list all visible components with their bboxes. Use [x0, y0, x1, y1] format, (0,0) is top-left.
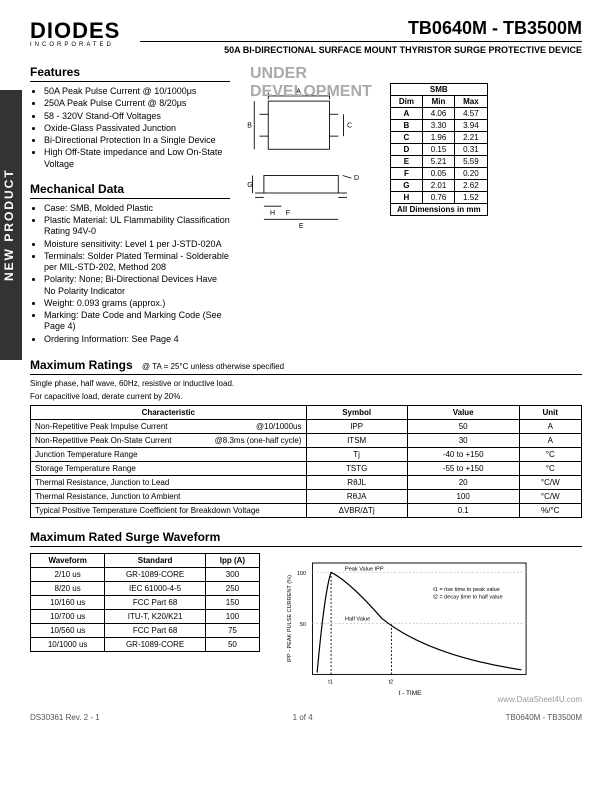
table-row: Junction Temperature RangeTj-40 to +150°…: [31, 447, 582, 461]
table-row: F0.050.20: [391, 168, 488, 180]
svg-text:t2 = decay time to half value: t2 = decay time to half value: [433, 594, 502, 600]
header: DIODES INCORPORATED TB0640M - TB3500M 50…: [30, 18, 582, 55]
svg-text:G: G: [247, 182, 252, 189]
logo-block: DIODES INCORPORATED: [30, 18, 120, 48]
logo-text: DIODES: [30, 18, 120, 44]
ratings-note-1: Single phase, half wave, 60Hz, resistive…: [30, 379, 582, 388]
svg-text:C: C: [347, 122, 352, 129]
table-row: 10/1000 usGR-1089-CORE50: [31, 637, 260, 651]
svg-text:B: B: [247, 122, 252, 129]
list-item: Oxide-Glass Passivated Junction: [44, 123, 230, 134]
dim-table-title: SMB: [391, 84, 488, 96]
under-development-label: UNDER DEVELOPMENT: [250, 65, 372, 101]
dimension-table: SMB DimMinMax A4.064.57B3.303.94C1.962.2…: [390, 83, 488, 216]
mech-list: Case: SMB, Molded PlasticPlastic Materia…: [30, 203, 230, 345]
table-row: E5.215.59: [391, 156, 488, 168]
list-item: 58 - 320V Stand-Off Voltages: [44, 111, 230, 122]
max-ratings-heading: Maximum Ratings @ TA = 25°C unless other…: [30, 358, 582, 375]
table-row: 10/700 usITU-T, K20/K21100: [31, 609, 260, 623]
list-item: Marking: Date Code and Marking Code (See…: [44, 310, 230, 333]
ratings-note-2: For capacitive load, derate current by 2…: [30, 392, 582, 401]
table-row: 10/560 usFCC Part 6875: [31, 623, 260, 637]
table-row: D0.150.31: [391, 144, 488, 156]
list-item: Plastic Material: UL Flammability Classi…: [44, 215, 230, 238]
svg-text:50: 50: [300, 622, 306, 628]
dim-table-footer: All Dimensions in mm: [391, 204, 488, 216]
svg-text:H: H: [270, 210, 275, 217]
svg-text:t - TIME: t - TIME: [399, 690, 423, 697]
footer-center: 1 of 4: [293, 713, 313, 722]
table-row: Typical Positive Temperature Coefficient…: [31, 503, 582, 517]
table-row: Thermal Resistance, Junction to LeadRθJL…: [31, 475, 582, 489]
svg-text:IPP - PEAK PULSE CURRENT (%): IPP - PEAK PULSE CURRENT (%): [287, 575, 293, 662]
table-row: 10/160 usFCC Part 68150: [31, 595, 260, 609]
table-row: Storage Temperature RangeTSTG-55 to +150…: [31, 461, 582, 475]
list-item: Polarity: None; Bi-Directional Devices H…: [44, 274, 230, 297]
surge-heading: Maximum Rated Surge Waveform: [30, 530, 582, 547]
svg-text:t2: t2: [389, 679, 394, 685]
surge-waveform-chart: 100 50 Peak Value IPP Half Value t1 = ri…: [280, 553, 540, 703]
package-outline-diagram: A B C G D H E F: [242, 83, 382, 233]
max-ratings-table: CharacteristicSymbolValueUnit Non-Repeti…: [30, 405, 582, 518]
list-item: Bi-Directional Protection In a Single De…: [44, 135, 230, 146]
page-footer: DS30361 Rev. 2 - 1 1 of 4 TB0640M - TB35…: [30, 713, 582, 722]
list-item: High Off-State impedance and Low On-Stat…: [44, 147, 230, 170]
svg-text:t1 = rise time to peak value: t1 = rise time to peak value: [433, 587, 500, 593]
surge-table: WaveformStandardIpp (A) 2/10 usGR-1089-C…: [30, 553, 260, 652]
list-item: 250A Peak Pulse Current @ 8/20μs: [44, 98, 230, 109]
list-item: Case: SMB, Molded Plastic: [44, 203, 230, 214]
svg-text:D: D: [354, 175, 359, 182]
table-row: G2.012.62: [391, 180, 488, 192]
table-row: B3.303.94: [391, 120, 488, 132]
svg-text:Half Value: Half Value: [345, 616, 370, 622]
svg-text:t1: t1: [328, 679, 333, 685]
list-item: Ordering Information: See Page 4: [44, 334, 230, 345]
svg-text:Peak Value IPP: Peak Value IPP: [345, 566, 384, 572]
mech-heading: Mechanical Data: [30, 182, 230, 199]
table-row: A4.064.57: [391, 108, 488, 120]
watermark: www.DataSheet4U.com: [498, 695, 582, 704]
list-item: Weight: 0.093 grams (approx.): [44, 298, 230, 309]
table-row: Non-Repetitive Peak On-State Current@8.3…: [31, 433, 582, 447]
footer-left: DS30361 Rev. 2 - 1: [30, 713, 100, 722]
svg-text:100: 100: [297, 571, 306, 577]
table-row: C1.962.21: [391, 132, 488, 144]
table-row: Thermal Resistance, Junction to AmbientR…: [31, 489, 582, 503]
subtitle: 50A BI-DIRECTIONAL SURFACE MOUNT THYRIST…: [140, 41, 582, 55]
svg-text:F: F: [286, 210, 290, 217]
table-row: Non-Repetitive Peak Impulse Current@10/1…: [31, 419, 582, 433]
table-row: H0.761.52: [391, 192, 488, 204]
list-item: 50A Peak Pulse Current @ 10/1000μs: [44, 86, 230, 97]
part-title: TB0640M - TB3500M: [140, 18, 582, 39]
svg-text:E: E: [299, 223, 304, 230]
list-item: Moisture sensitivity: Level 1 per J-STD-…: [44, 239, 230, 250]
features-heading: Features: [30, 65, 230, 82]
table-row: 2/10 usGR-1089-CORE300: [31, 567, 260, 581]
features-list: 50A Peak Pulse Current @ 10/1000μs250A P…: [30, 86, 230, 170]
table-row: 8/20 usIEC 61000-4-5250: [31, 581, 260, 595]
footer-right: TB0640M - TB3500M: [506, 713, 582, 722]
logo-subtext: INCORPORATED: [30, 42, 120, 48]
list-item: Terminals: Solder Plated Terminal - Sold…: [44, 251, 230, 274]
